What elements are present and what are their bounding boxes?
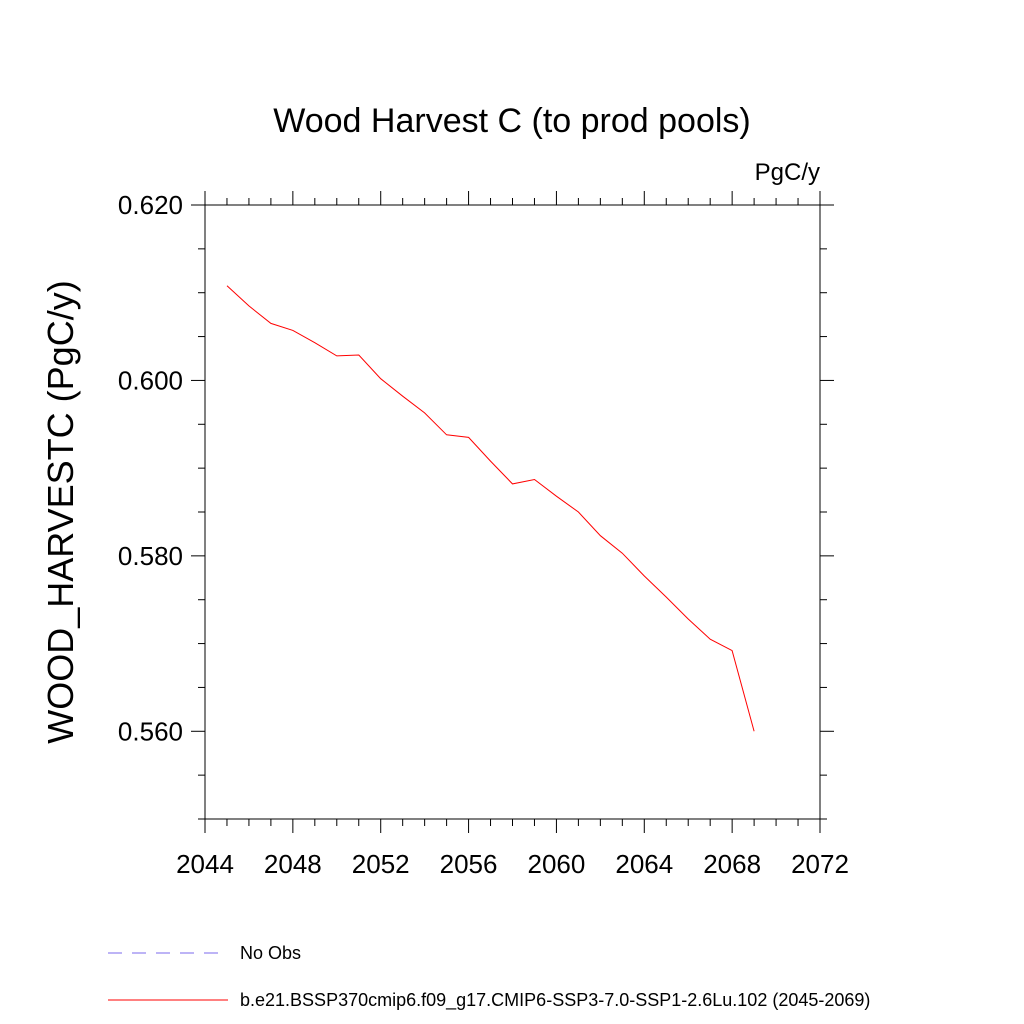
x-tick-label: 2044 [176, 849, 234, 879]
x-tick-label: 2060 [528, 849, 586, 879]
series-line [226, 285, 755, 732]
x-tick-label: 2048 [264, 849, 322, 879]
y-tick-label: 0.600 [118, 365, 183, 395]
chart-title: Wood Harvest C (to prod pools) [273, 102, 750, 140]
x-tick-label: 2068 [703, 849, 761, 879]
x-tick-label: 2056 [440, 849, 498, 879]
x-axis: 2044 2048 2052 2056 2060 2064 2068 2072 [176, 191, 849, 879]
legend-label: b.e21.BSSP370cmip6.f09_g17.CMIP6-SSP3-7.… [240, 990, 870, 1011]
legend: No Obs b.e21.BSSP370cmip6.f09_g17.CMIP6-S… [108, 943, 870, 1011]
x-tick-label: 2052 [352, 849, 410, 879]
y-tick-label: 0.620 [118, 190, 183, 220]
y-tick-label: 0.560 [118, 716, 183, 746]
y-tick-label: 0.580 [118, 541, 183, 571]
plot-frame [204, 204, 821, 820]
y-axis-label: WOOD_HARVESTC (PgC/y) [40, 280, 81, 743]
y-axis: 0.560 0.580 0.600 0.620 [118, 190, 834, 820]
series-layer [226, 285, 755, 732]
x-tick-label: 2072 [791, 849, 849, 879]
units-label: PgC/y [755, 159, 820, 186]
legend-label: No Obs [240, 943, 301, 963]
x-tick-label: 2064 [615, 849, 673, 879]
